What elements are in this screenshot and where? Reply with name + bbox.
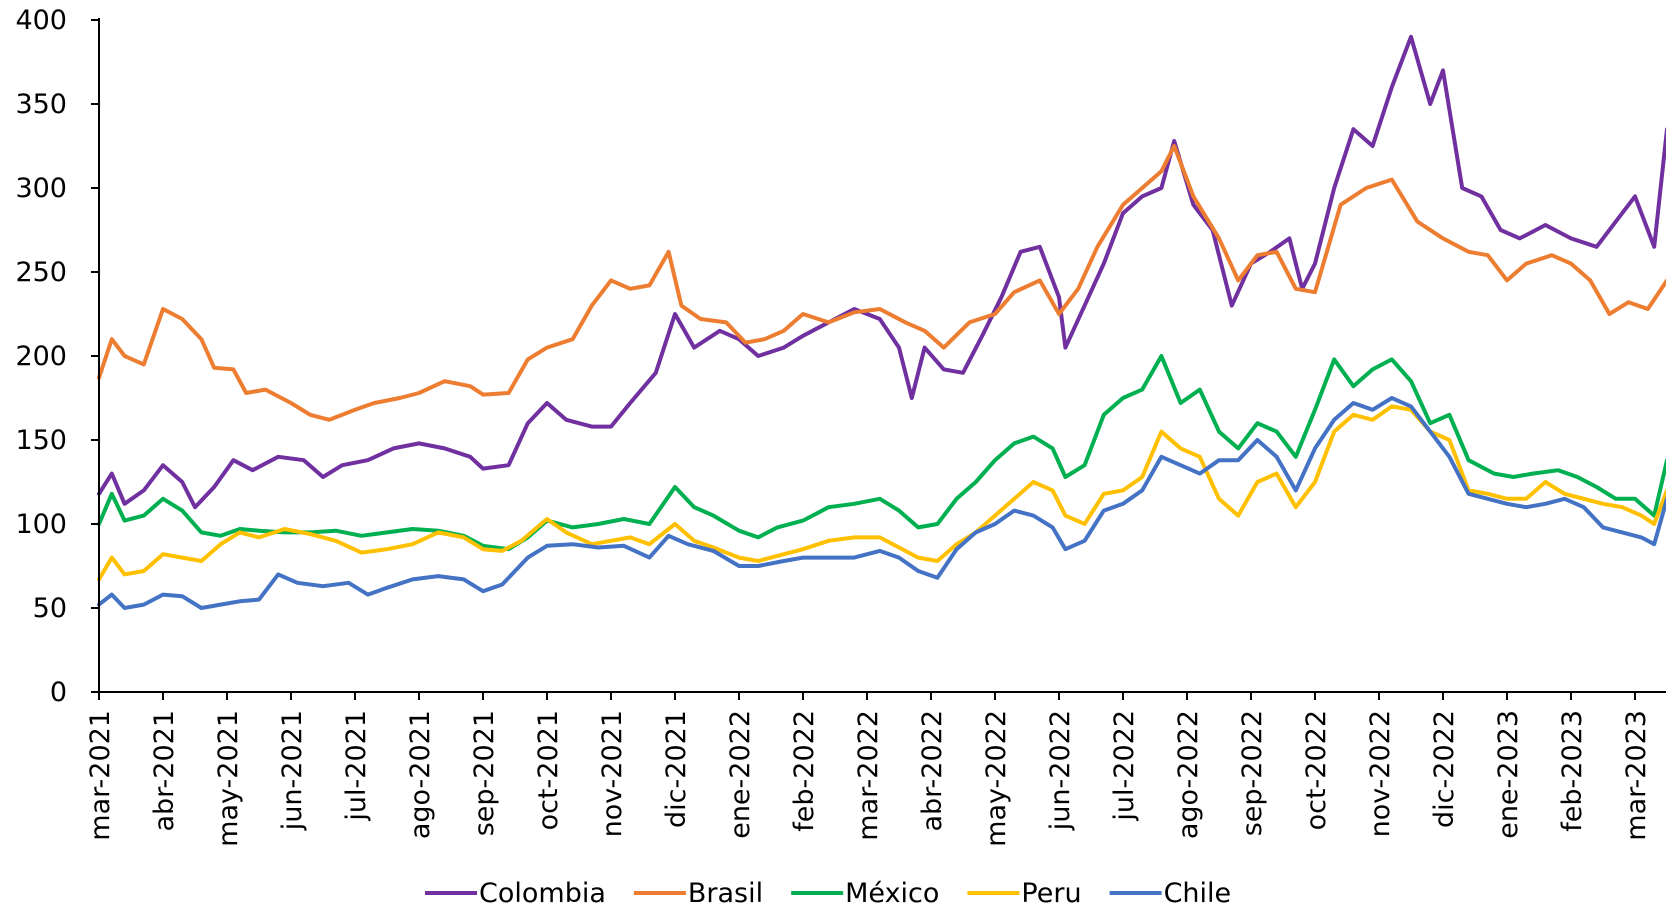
legend-label: Colombia (479, 878, 606, 909)
y-tick-label: 100 (15, 509, 67, 540)
x-tick-label: jun-2021 (277, 710, 308, 831)
legend-label: Brasil (688, 878, 763, 909)
legend: Colombia Brasil México Peru Chile (425, 878, 1231, 909)
x-tick-label: nov-2021 (597, 710, 628, 837)
x-tick-label: ene-2023 (1493, 710, 1524, 839)
legend-label: Peru (1021, 878, 1081, 909)
x-tick-label: sep-2021 (469, 710, 500, 836)
series-line-chile (97, 396, 1666, 610)
x-tick-label: oct-2021 (533, 710, 564, 830)
x-tick-label: oct-2022 (1301, 710, 1332, 830)
series-line-m-xico (97, 354, 1666, 552)
x-tick-label: nov-2022 (1365, 710, 1396, 837)
y-tick-label: 0 (50, 677, 67, 708)
legend-item-peru: Peru (967, 878, 1082, 909)
legend-item-chile: Chile (1109, 878, 1232, 909)
y-tick-label: 150 (15, 425, 67, 456)
y-tick-label: 50 (33, 593, 67, 624)
legend-item-brasil: Brasil (633, 878, 763, 909)
x-tick-label: ene-2022 (725, 710, 756, 839)
x-tick-label: mar-2023 (1621, 710, 1652, 841)
x-tick-label: abr-2022 (917, 710, 948, 832)
x-tick-label: may-2022 (981, 710, 1012, 847)
y-tick-label: 250 (15, 257, 67, 288)
y-tick-label: 300 (15, 173, 67, 204)
x-tick-label: ago-2021 (405, 710, 436, 839)
x-tick-label: sep-2022 (1237, 710, 1268, 836)
axes (98, 18, 1666, 693)
x-tick-label: may-2021 (213, 710, 244, 847)
y-tick-label: 200 (15, 341, 67, 372)
x-tick-label: jul-2022 (1109, 710, 1140, 822)
series-line-colombia (97, 34, 1666, 510)
y-axis-ticks: 0 50 100 150 200 250 300 350 400 (15, 5, 99, 708)
x-tick-label: mar-2022 (853, 710, 884, 841)
legend-item-m-xico: México (791, 878, 939, 909)
x-tick-label: ago-2022 (1173, 710, 1204, 839)
plot-lines (97, 34, 1666, 610)
y-tick-label: 350 (15, 89, 67, 120)
legend-label: Chile (1164, 878, 1232, 909)
x-tick-label: jun-2022 (1045, 710, 1076, 831)
x-tick-label: jul-2021 (341, 710, 372, 822)
x-tick-label: dic-2021 (661, 710, 692, 828)
x-axis-ticks: mar-2021 abr-2021 may-2021 jun-2021 jul-2021… (85, 692, 1652, 847)
y-tick-label: 400 (15, 5, 67, 36)
x-tick-label: feb-2022 (789, 710, 820, 832)
legend-item-colombia: Colombia (425, 878, 606, 909)
x-tick-label: abr-2021 (149, 710, 180, 832)
legend-label: México (845, 878, 939, 909)
series-line-brasil (97, 144, 1666, 422)
x-tick-label: feb-2023 (1557, 710, 1588, 832)
x-tick-label: dic-2022 (1429, 710, 1460, 828)
x-tick-label: mar-2021 (85, 710, 116, 841)
